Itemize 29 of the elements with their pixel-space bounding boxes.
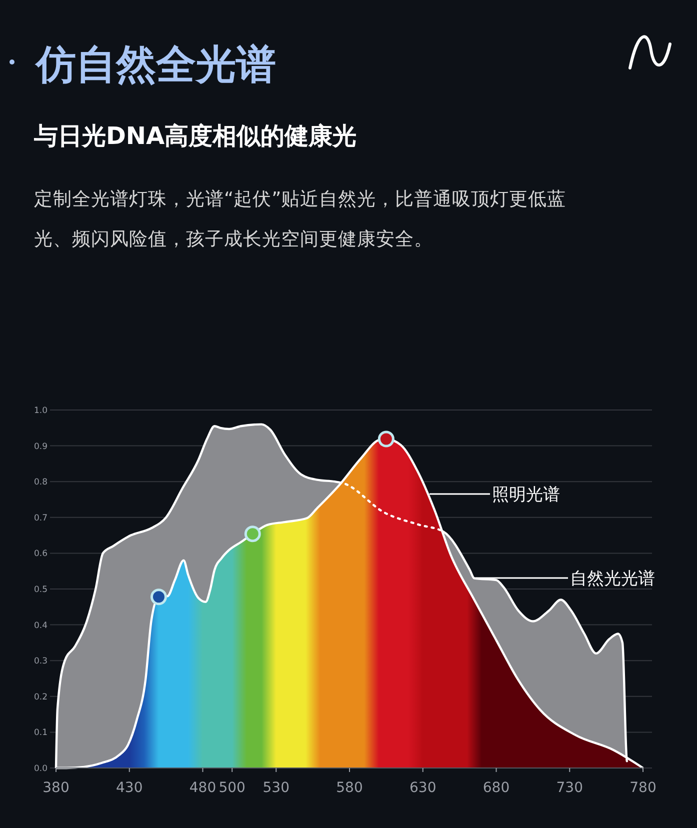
point <box>378 430 394 448</box>
y-tick-label: 0.5 <box>34 585 48 595</box>
chart-title: 仿自然全光谱 <box>34 42 276 88</box>
x-tick-label: 480 <box>189 780 216 796</box>
x-tick-label: 530 <box>262 780 290 796</box>
chart-subtitle: 与日光DNA高度相似的健康光 <box>33 122 357 150</box>
x-tick-label: 780 <box>630 780 656 796</box>
y-tick-label: 0.0 <box>34 764 48 774</box>
x-tick-label: 430 <box>116 780 143 796</box>
y-tick-label: 0.4 <box>34 620 48 631</box>
y-tick-label: 0.2 <box>34 692 48 702</box>
series-label: 自然光光谱 <box>570 569 655 589</box>
y-tick-label: 0.3 <box>34 656 48 667</box>
y-tick-label: 0.6 <box>34 549 48 560</box>
point <box>150 588 167 606</box>
x-tick-label: 500 <box>218 780 246 796</box>
x-tick-label: 580 <box>336 780 363 796</box>
y-tick-label: 0.7 <box>34 513 48 524</box>
y-tick-label: 1.0 <box>34 406 48 416</box>
y-tick-label: 0.8 <box>34 478 48 488</box>
x-tick-label: 680 <box>482 780 510 796</box>
x-tick-label: 380 <box>42 780 70 796</box>
x-tick-label: 630 <box>410 780 436 796</box>
y-tick-label: 0.1 <box>34 728 48 738</box>
y-tick-label: 0.9 <box>34 442 48 452</box>
point <box>244 526 261 542</box>
x-tick-label: 730 <box>556 780 583 796</box>
legend-label: 照明光谱 <box>492 485 560 505</box>
text: 定制全光谱灯珠，光谱“起伏”贴近自然光，比普通吸顶灯更低蓝光、频闪风险值，孩子成长光空间更健康安全。 <box>34 188 566 250</box>
